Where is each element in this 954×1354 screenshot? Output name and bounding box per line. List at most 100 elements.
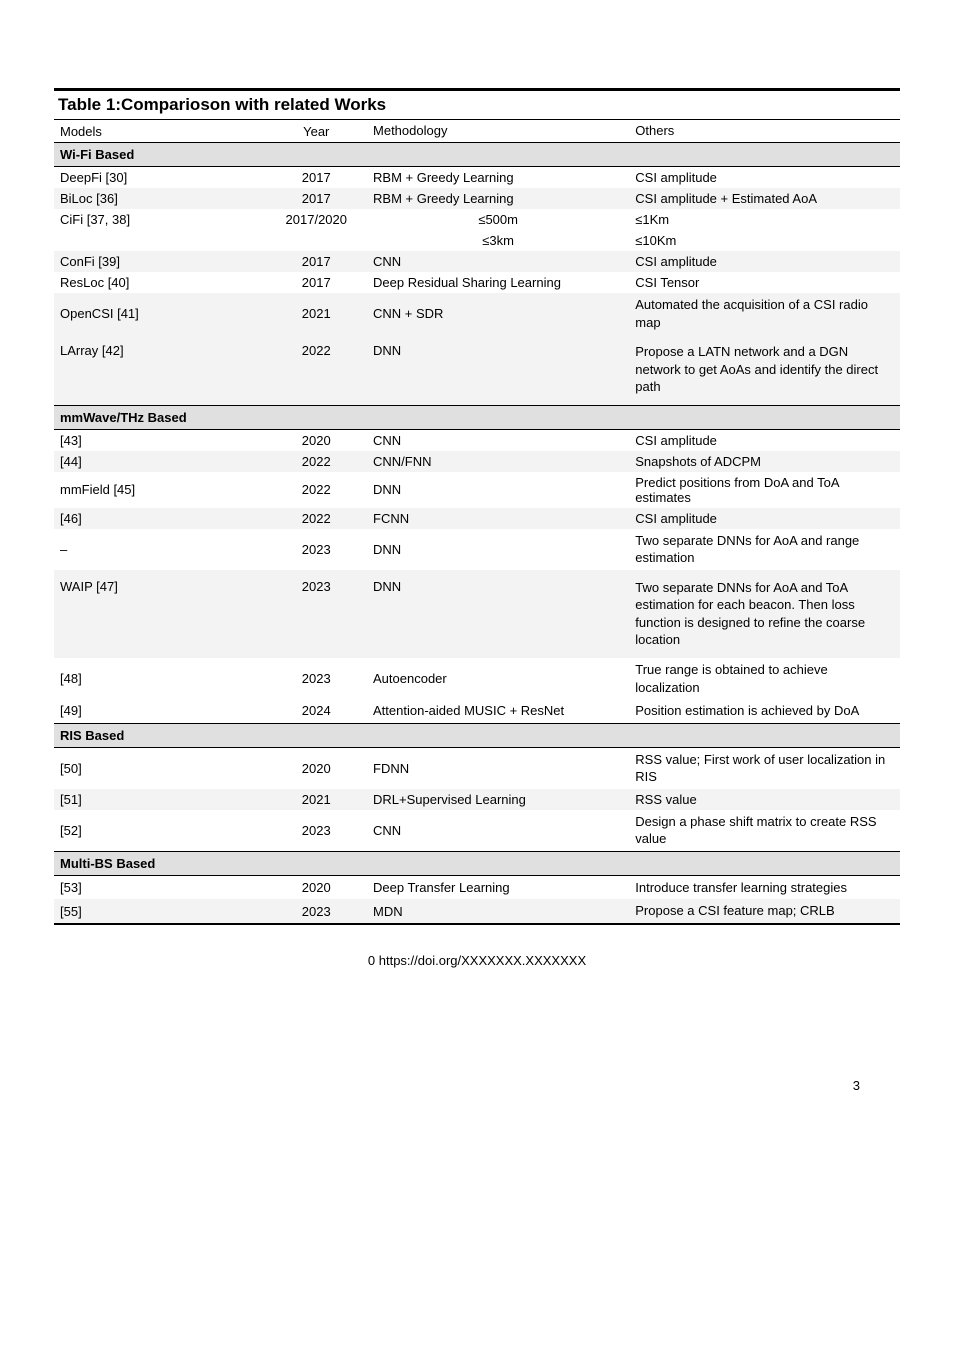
cell-model: OpenCSI [41] [54, 303, 266, 324]
cell-other: Position estimation is achieved by DoA [635, 703, 859, 718]
section-header-wifi: Wi-Fi Based [54, 142, 900, 167]
footnote-link[interactable]: https://doi.org/XXXXXXX.XXXXXXX [379, 953, 586, 968]
table-row: ResLoc [40] 2017 Deep Residual Sharing L… [54, 272, 900, 293]
cell-year: 2020 [266, 430, 368, 451]
cell-method: DNN [367, 576, 629, 597]
table-row: [43] 2020 CNN CSI amplitude [54, 430, 900, 451]
cell-year: 2023 [266, 576, 368, 597]
cell-method: Deep Residual Sharing Learning [367, 272, 629, 293]
cell-other: Two separate DNNs for AoA and ToA estima… [635, 580, 865, 648]
table-row: [53] 2020 Deep Transfer Learning Introdu… [54, 876, 900, 900]
cell-other: CSI amplitude [629, 251, 900, 272]
cell-method: CNN [367, 430, 629, 451]
cell-model: DeepFi [30] [54, 167, 266, 188]
cell-model: LArray [42] [54, 340, 266, 361]
cell-other: CSI amplitude [629, 508, 900, 529]
section-title: Wi-Fi Based [60, 147, 134, 162]
cell-model: WAIP [47] [54, 576, 266, 597]
cell-year: 2021 [266, 303, 368, 324]
table-row: [55] 2023 MDN Propose a CSI feature map;… [54, 899, 900, 925]
col-header-method: Methodology [373, 123, 447, 138]
cell-method: FCNN [367, 508, 629, 529]
col-header-year: Year [303, 124, 329, 139]
cell-other: True range is obtained to achieve locali… [635, 662, 827, 695]
cell-other: Snapshots of ADCPM [629, 451, 900, 472]
col-header-others: Others [635, 123, 674, 138]
table-row: ≤3km ≤10Km [54, 230, 900, 251]
cell-method: RBM + Greedy Learning [367, 167, 629, 188]
cell-model: [51] [54, 789, 266, 810]
cell-model: mmField [45] [54, 479, 266, 500]
cell-model: ResLoc [40] [54, 272, 266, 293]
cell-other: CSI amplitude + Estimated AoA [629, 188, 900, 209]
cell-year: 2017 [266, 272, 368, 293]
cell-method: MDN [367, 901, 629, 922]
cell-method: DRL+Supervised Learning [367, 789, 629, 810]
cell-method: CNN [367, 251, 629, 272]
footnote: 0 https://doi.org/XXXXXXX.XXXXXXX [54, 953, 900, 968]
table-row: [44] 2022 CNN/FNN Snapshots of ADCPM [54, 451, 900, 472]
table-title-row: Table 1:Comparioson with related Works [54, 88, 900, 120]
cell-method: CNN [367, 820, 629, 841]
cell-method: ≤3km [367, 230, 629, 251]
cell-other: Automated the acquisition of a CSI radio… [635, 297, 868, 330]
table-row: [51] 2021 DRL+Supervised Learning RSS va… [54, 789, 900, 810]
cell-model: [44] [54, 451, 266, 472]
cell-method: CNN/FNN [367, 451, 629, 472]
table-row: – 2023 DNN Two separate DNNs for AoA and… [54, 529, 900, 570]
cell-model: [49] [54, 700, 266, 721]
cell-year: 2024 [266, 700, 368, 721]
table-row: BiLoc [36] 2017 RBM + Greedy Learning CS… [54, 188, 900, 209]
column-header-row: Models Year Methodology Others [54, 120, 900, 142]
cell-model: BiLoc [36] [54, 188, 266, 209]
cell-year: 2017 [266, 251, 368, 272]
cell-other: Propose a CSI feature map; CRLB [635, 903, 834, 918]
cell-year: 2017/2020 [266, 209, 368, 230]
cell-other: RSS value; First work of user localizati… [635, 752, 885, 785]
section-title: RIS Based [60, 728, 124, 743]
cell-model: [46] [54, 508, 266, 529]
table-row: ConFi [39] 2017 CNN CSI amplitude [54, 251, 900, 272]
cell-model: ConFi [39] [54, 251, 266, 272]
cell-method: ≤500m [367, 209, 629, 230]
section-title: Multi-BS Based [60, 856, 155, 871]
table-row: DeepFi [30] 2017 RBM + Greedy Learning C… [54, 167, 900, 188]
cell-year: 2022 [266, 340, 368, 361]
cell-year: 2020 [266, 877, 368, 898]
cell-other: Predict positions from DoA and ToA estim… [629, 472, 900, 508]
cell-method: DNN [367, 340, 629, 361]
cell-year: 2023 [266, 668, 368, 689]
cell-other: RSS value [629, 789, 900, 810]
cell-year: 2023 [266, 901, 368, 922]
cell-other: Design a phase shift matrix to create RS… [635, 814, 876, 847]
section-title: mmWave/THz Based [60, 410, 187, 425]
cell-model: – [54, 539, 266, 560]
cell-model: [55] [54, 901, 266, 922]
cell-year: 2021 [266, 789, 368, 810]
table-row: [49] 2024 Attention-aided MUSIC + ResNet… [54, 699, 900, 723]
cell-year [266, 238, 368, 244]
cell-other: Two separate DNNs for AoA and range esti… [635, 533, 859, 566]
cell-method: RBM + Greedy Learning [367, 188, 629, 209]
table-title: Table 1:Comparioson with related Works [58, 95, 386, 115]
table-row: [52] 2023 CNN Design a phase shift matri… [54, 810, 900, 851]
cell-other: CSI amplitude [629, 430, 900, 451]
table-row: [48] 2023 Autoencoder True range is obta… [54, 658, 900, 699]
table-row: WAIP [47] 2023 DNN Two separate DNNs for… [54, 570, 900, 658]
cell-year: 2023 [266, 820, 368, 841]
cell-other: Propose a LATN network and a DGN network… [635, 344, 878, 394]
cell-year: 2022 [266, 508, 368, 529]
cell-other: ≤1Km [629, 209, 900, 230]
col-header-models: Models [60, 124, 102, 139]
cell-year: 2017 [266, 188, 368, 209]
cell-method: CNN + SDR [367, 303, 629, 324]
cell-method: DNN [367, 539, 629, 560]
cell-year: 2022 [266, 479, 368, 500]
table-row: [50] 2020 FDNN RSS value; First work of … [54, 748, 900, 789]
table-row: [46] 2022 FCNN CSI amplitude [54, 508, 900, 529]
table-row: CiFi [37, 38] 2017/2020 ≤500m ≤1Km [54, 209, 900, 230]
table-row: mmField [45] 2022 DNN Predict positions … [54, 472, 900, 508]
section-header-mmwave: mmWave/THz Based [54, 405, 900, 430]
cell-method: Attention-aided MUSIC + ResNet [373, 703, 564, 718]
page-number: 3 [54, 1078, 900, 1093]
